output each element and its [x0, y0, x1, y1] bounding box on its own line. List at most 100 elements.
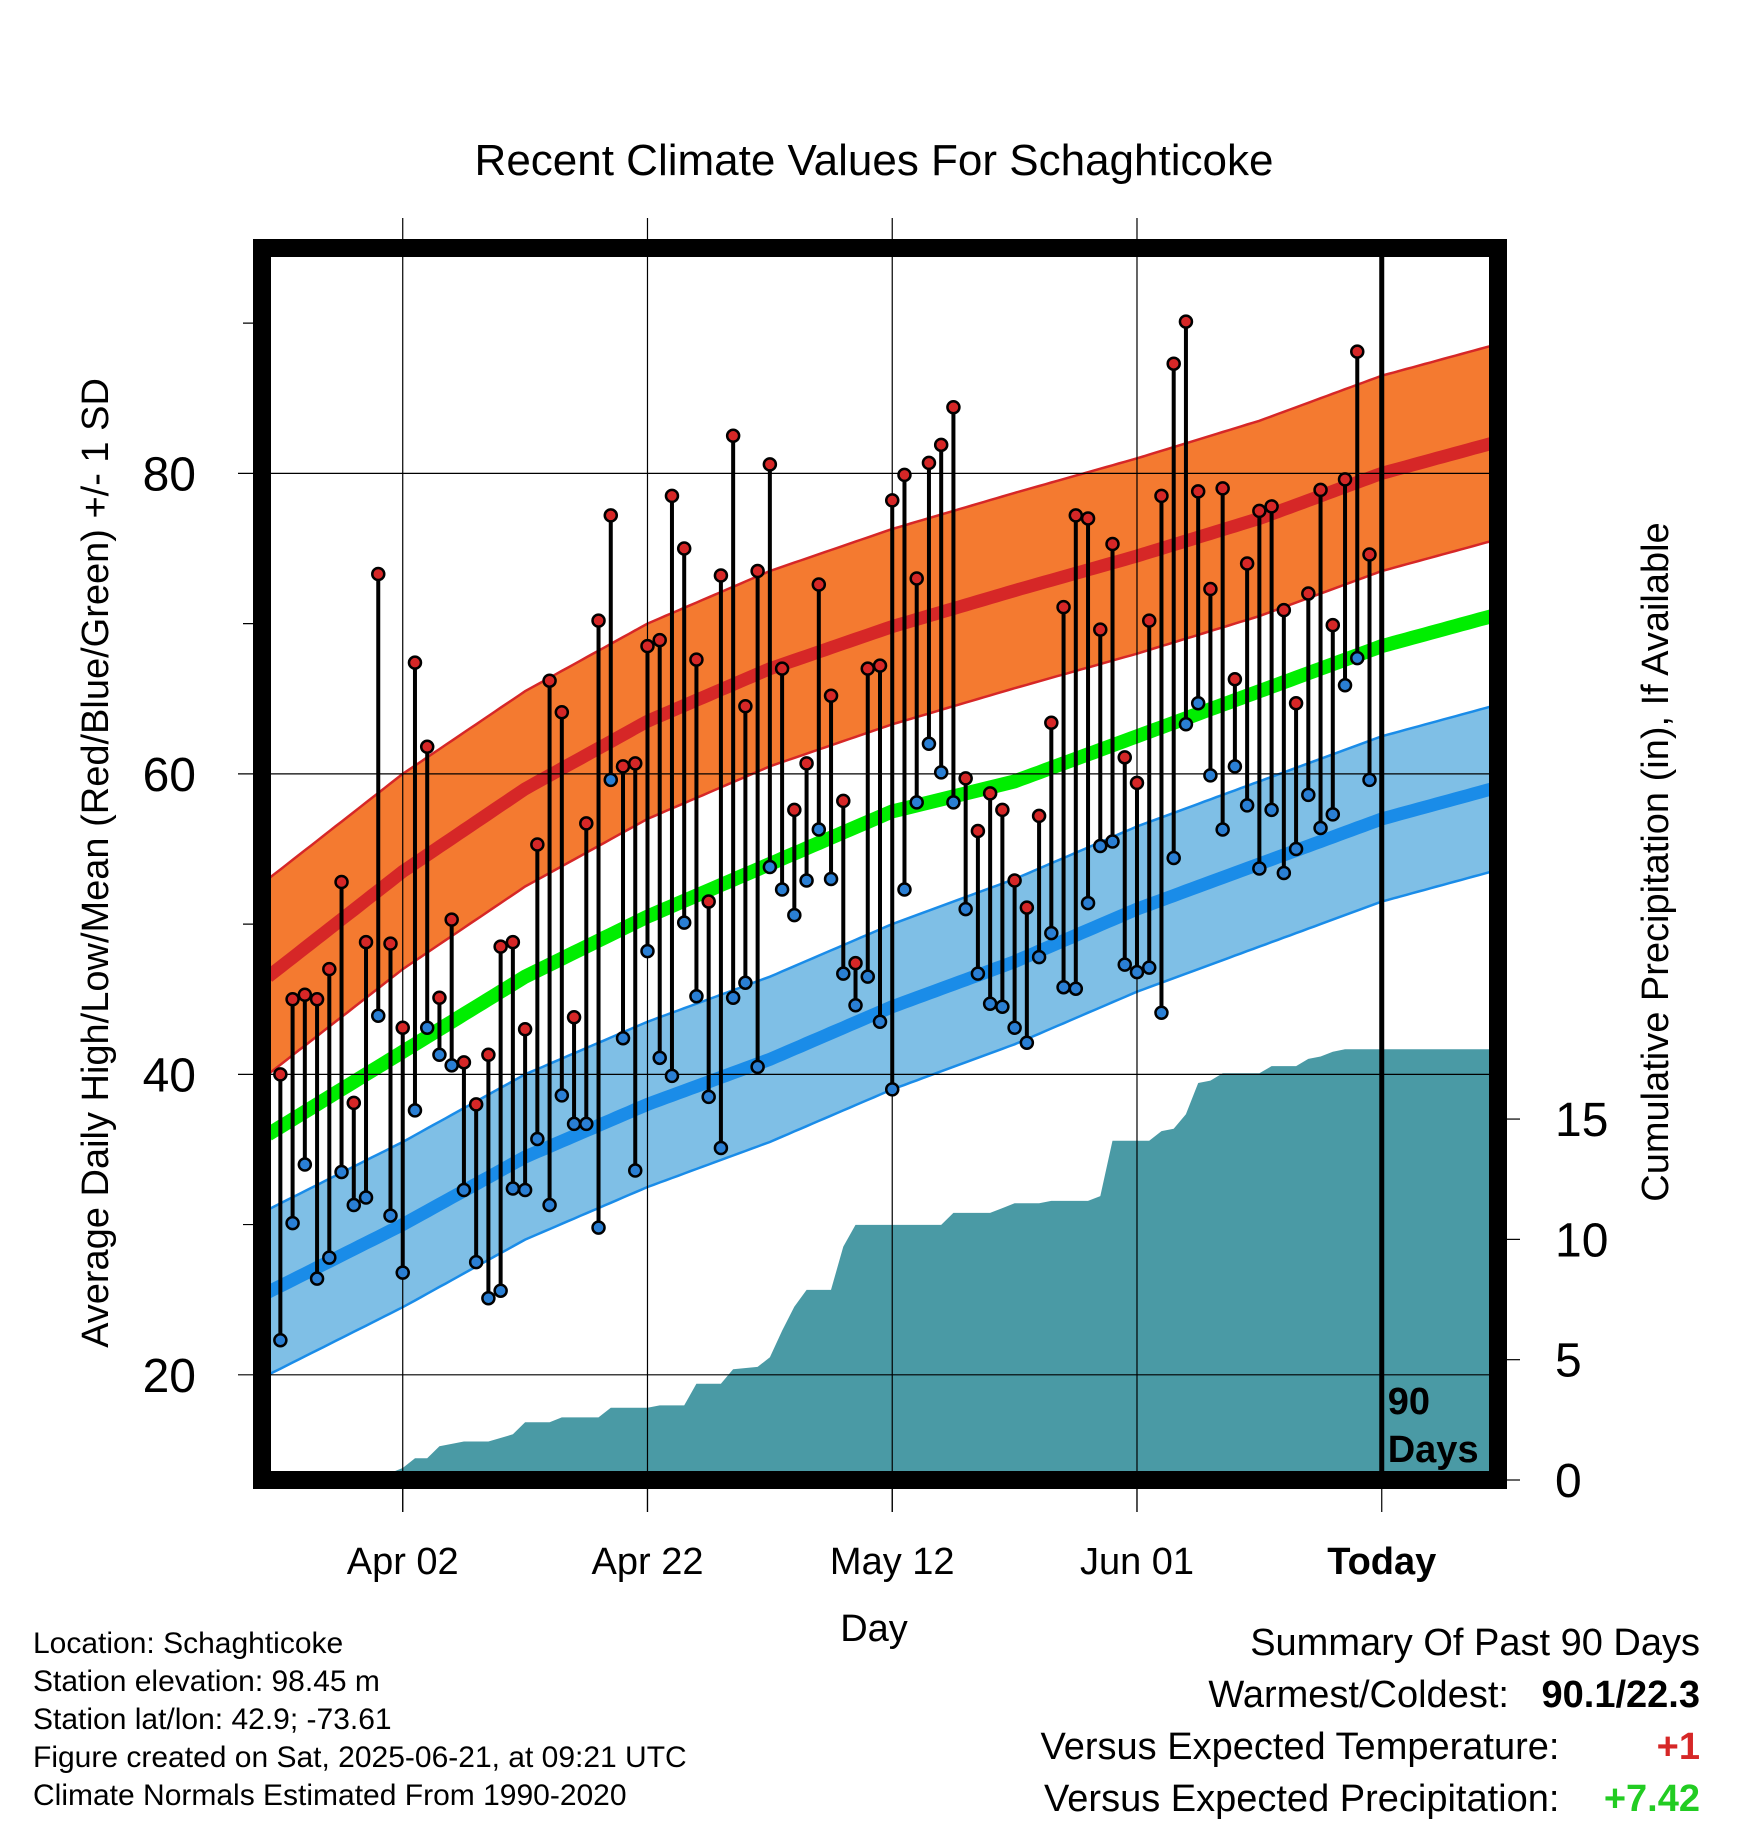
daily-low-point	[995, 999, 1010, 1014]
daily-low-point	[958, 901, 973, 917]
daily-low-point	[701, 1089, 716, 1105]
daily-low-point	[493, 1283, 508, 1298]
info-latlon: Station lat/lon: 42.9; -73.61	[33, 1703, 392, 1736]
precip-area	[268, 1049, 1492, 1480]
daily-high-point	[285, 991, 300, 1007]
daily-high-point	[1227, 671, 1243, 687]
daily-low-point	[1288, 841, 1304, 857]
daily-low-point	[1264, 802, 1279, 818]
high-upper-edge	[267, 344, 1493, 880]
info-location: Location: Schaghticoke	[33, 1627, 344, 1660]
daily-high-point	[627, 756, 643, 771]
daily-high-point	[1190, 484, 1206, 499]
daily-high-point	[1252, 503, 1267, 519]
daily-low-point	[750, 1059, 765, 1075]
daily-high-point	[530, 837, 545, 852]
daily-high-point	[603, 508, 619, 523]
normal-high-line	[264, 437, 1494, 982]
low-lower-edge	[267, 870, 1493, 1376]
daily-low-point	[640, 943, 655, 959]
daily-low-point	[713, 1140, 729, 1156]
daily-high-point	[1264, 499, 1279, 514]
daily-high-point	[407, 655, 423, 670]
daily-high-point	[346, 1095, 362, 1111]
daily-high-point	[897, 467, 912, 483]
daily-low-point	[579, 1116, 594, 1132]
daily-low-point	[334, 1164, 349, 1180]
daily-high-point	[432, 990, 447, 1005]
daily-low-point	[407, 1103, 423, 1118]
daily-high-point	[884, 493, 900, 508]
daily-high-point	[1362, 547, 1377, 562]
daily-high-point	[750, 563, 765, 579]
daily-low-point	[346, 1197, 362, 1213]
daily-high-point	[505, 934, 521, 950]
daily-high-point	[1031, 808, 1047, 824]
daily-low-point	[689, 988, 704, 1004]
daily-low-point	[664, 1068, 680, 1084]
daily-low-point	[774, 882, 790, 897]
daily-low-point	[725, 990, 741, 1005]
daily-high-point	[1154, 488, 1169, 504]
daily-low-point	[884, 1082, 900, 1097]
daily-low-point	[627, 1163, 643, 1178]
warmest-label: Warmest/Coldest:	[1208, 1674, 1509, 1716]
station-info: Location: Schaghticoke Station elevation…	[33, 1625, 687, 1815]
daily-high-point	[1044, 715, 1059, 731]
daily-high-point	[1105, 536, 1120, 552]
daily-low-point	[982, 996, 998, 1011]
daily-low-point	[517, 1182, 533, 1198]
daily-low-point	[1227, 759, 1243, 774]
daily-low-point	[860, 969, 876, 984]
daily-high-point	[1093, 622, 1108, 637]
daily-high-point	[1080, 511, 1096, 526]
y2-tick-label: 15	[1555, 1094, 1608, 1147]
daily-low-point	[530, 1131, 545, 1147]
daily-high-point	[383, 936, 398, 951]
daily-high-point	[1203, 581, 1218, 597]
x-tick-label: Apr 22	[592, 1541, 704, 1583]
daily-low-point	[297, 1157, 313, 1172]
summary-precipitation: Versus Expected Precipitation: +7.42	[1044, 1778, 1700, 1821]
daily-high-point	[1337, 472, 1353, 487]
daily-low-point	[1080, 895, 1096, 911]
daily-high-point	[468, 1097, 484, 1112]
daily-low-point	[836, 966, 851, 981]
daily-high-point	[334, 874, 349, 890]
daily-low-point	[762, 859, 778, 875]
daily-high-point	[701, 894, 716, 909]
chart-title: Recent Climate Values For Schaghticoke	[475, 136, 1274, 185]
daily-low-point	[566, 1116, 582, 1132]
daily-low-point	[591, 1220, 606, 1235]
daily-high-point	[848, 955, 863, 971]
daily-low-point	[946, 795, 961, 810]
daily-low-point	[1276, 865, 1292, 881]
daily-low-point	[1044, 925, 1059, 941]
daily-low-point	[1350, 650, 1365, 666]
y2-axis-label: Cumulative Precipitation (in), If Availa…	[1635, 522, 1677, 1201]
daily-high-point	[419, 739, 435, 755]
daily-high-point	[970, 823, 986, 839]
daily-high-point	[579, 816, 594, 831]
today-marker-label: Days	[1388, 1429, 1479, 1471]
daily-low-point	[1190, 695, 1206, 711]
daily-low-point	[468, 1254, 484, 1270]
daily-low-point	[1141, 960, 1157, 975]
low-sd-band	[268, 706, 1492, 1375]
daily-high-point	[1056, 599, 1071, 615]
daily-high-point	[652, 632, 667, 648]
daily-high-point	[566, 1009, 582, 1025]
daily-high-point	[273, 1067, 288, 1082]
daily-low-point	[1337, 677, 1353, 693]
daily-low-point	[481, 1290, 496, 1306]
daily-low-point	[1178, 717, 1194, 732]
daily-low-point	[1362, 772, 1377, 788]
daily-high-point	[872, 658, 888, 673]
daily-high-point	[542, 673, 557, 688]
daily-high-point	[774, 661, 790, 676]
daily-high-point	[1141, 613, 1157, 628]
daily-high-point	[1117, 750, 1133, 765]
daily-high-point	[1350, 344, 1365, 359]
daily-low-point	[1215, 822, 1230, 837]
daily-low-point	[1313, 820, 1328, 836]
